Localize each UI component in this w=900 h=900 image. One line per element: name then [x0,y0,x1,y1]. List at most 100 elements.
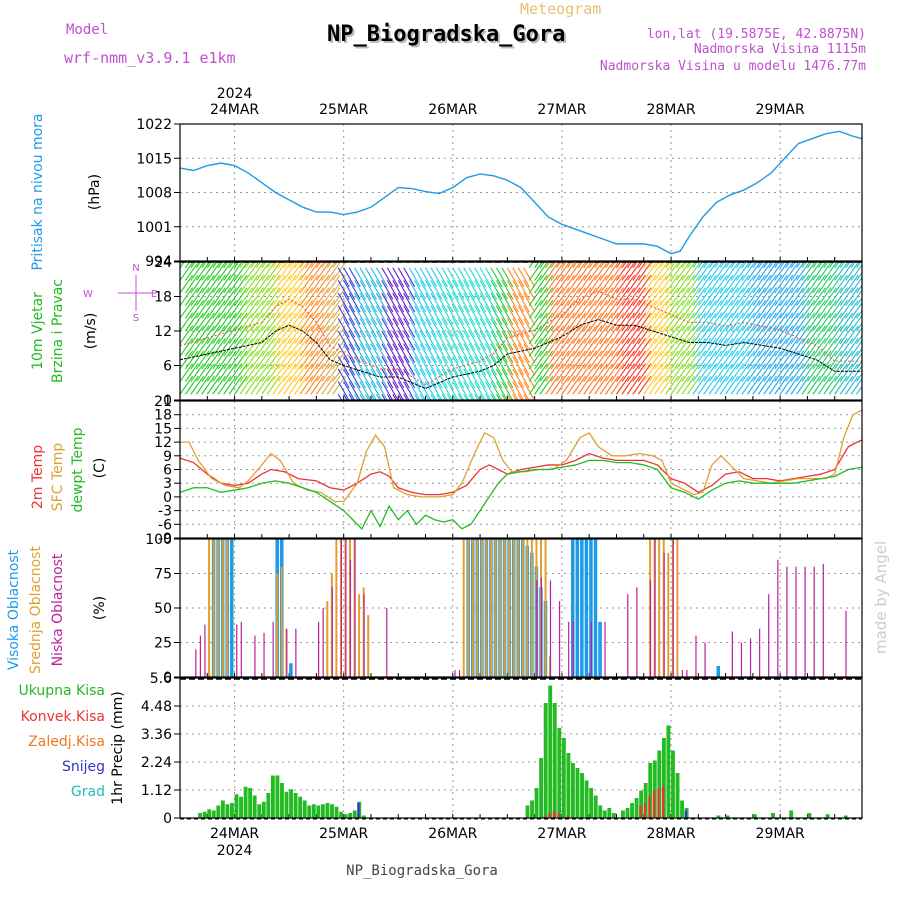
wind-barb [648,300,663,319]
wind-barb [365,381,377,400]
precip-bar-0-75 [771,813,775,818]
wind-barb [856,309,862,319]
wind-barb [785,262,799,281]
wind-barb [523,343,536,363]
wind-barb [774,312,788,332]
wind-barb [185,274,199,294]
precip-bar-1-2 [552,810,556,818]
wind-barb [768,262,783,281]
wind-barb [845,363,859,382]
wind-barb [643,262,657,281]
wind-barb [332,325,346,344]
wind-barb [594,337,608,357]
wind-barb [719,325,734,344]
wind-barb [654,363,668,382]
wind-barb [305,350,319,370]
wind-barb [359,356,372,376]
wind-barb [796,300,810,319]
ytick-label-temperature-8: 15 [154,421,172,437]
wind-barb [801,337,816,357]
wind-barb [430,381,443,400]
wind-barb [561,312,575,332]
wind-barb [736,350,750,370]
precip-bar-0-50 [584,780,589,818]
bottom-xtick-4: 28MAR [646,826,695,842]
wind-barb [485,267,498,288]
wind-barb [561,274,575,294]
wind-barb [201,325,215,344]
wind-barb [332,262,346,281]
wind-barb [217,300,232,319]
wind-barb [796,312,810,332]
wind-barb [435,356,448,376]
wind-barb [779,287,794,307]
wind-barb [294,262,300,269]
wind-barb [375,305,388,326]
wind-barb [632,262,638,269]
wind-barb [195,363,210,382]
wind-barb [370,330,383,351]
wind-barb [190,337,204,357]
cloud-bar-2-27 [590,621,592,677]
wind-barb [714,300,728,319]
wind-barb [354,393,359,400]
wind-barb [817,375,832,395]
precip-bar-0-11 [248,788,253,818]
wind-barb [561,262,575,281]
wind-barb [768,300,783,319]
wind-barb [610,375,625,395]
wind-barb [801,375,816,395]
wind-barb [768,350,783,370]
wind-barb [517,381,530,400]
wind-barb [272,350,286,370]
cloud-bar-1-10 [335,539,338,677]
wind-barb [801,312,816,332]
wind-barb [785,350,799,370]
wind-barb [288,363,303,382]
precip-bar-0-38 [530,800,534,818]
wind-barb [343,368,356,389]
wind-barb [381,292,394,313]
wind-barb [796,274,810,294]
wind-barb [757,375,772,395]
precip-bar-0-39 [534,788,539,818]
precip-bar-0-1 [202,811,207,818]
wind-barb [801,262,807,269]
wind-barb [365,292,377,313]
wind-barb [310,350,325,370]
wind-barb [441,368,454,389]
wind-barb [779,337,794,357]
wind-barb [703,337,717,357]
wind-barb [583,350,597,370]
precip-bar-0-46 [566,753,571,818]
wind-barb [845,350,859,370]
wind-barb [370,305,383,326]
wind-barb [659,350,674,370]
wind-barb [681,363,696,382]
precip-legend-2: Zaledj.Kisa [28,734,105,750]
wind-barb [234,274,248,294]
ytick-label-pressure-0: 994 [145,254,172,270]
wind-barb [337,381,350,400]
wind-barb [321,300,335,319]
wind-barb [757,363,772,382]
precip-bar-1-9 [657,788,660,818]
wind-barb [474,280,487,300]
wind-barb [796,350,810,370]
wind-barb [228,287,243,307]
wind-barb [654,375,668,395]
wind-barb [180,325,194,344]
wind-barb [757,312,772,332]
wind-barb [250,325,264,344]
wind-barb [588,325,603,344]
wind-barb [812,350,826,370]
cloud-bar-2-32 [654,539,656,677]
wind-barb [708,337,723,357]
wind-barb [370,318,383,338]
wind-barb [201,350,215,370]
wind-barb [801,274,816,294]
wind-barb [621,312,636,332]
wind-barb [343,381,355,400]
wind-barb [550,363,565,382]
wind-barb [359,368,372,389]
